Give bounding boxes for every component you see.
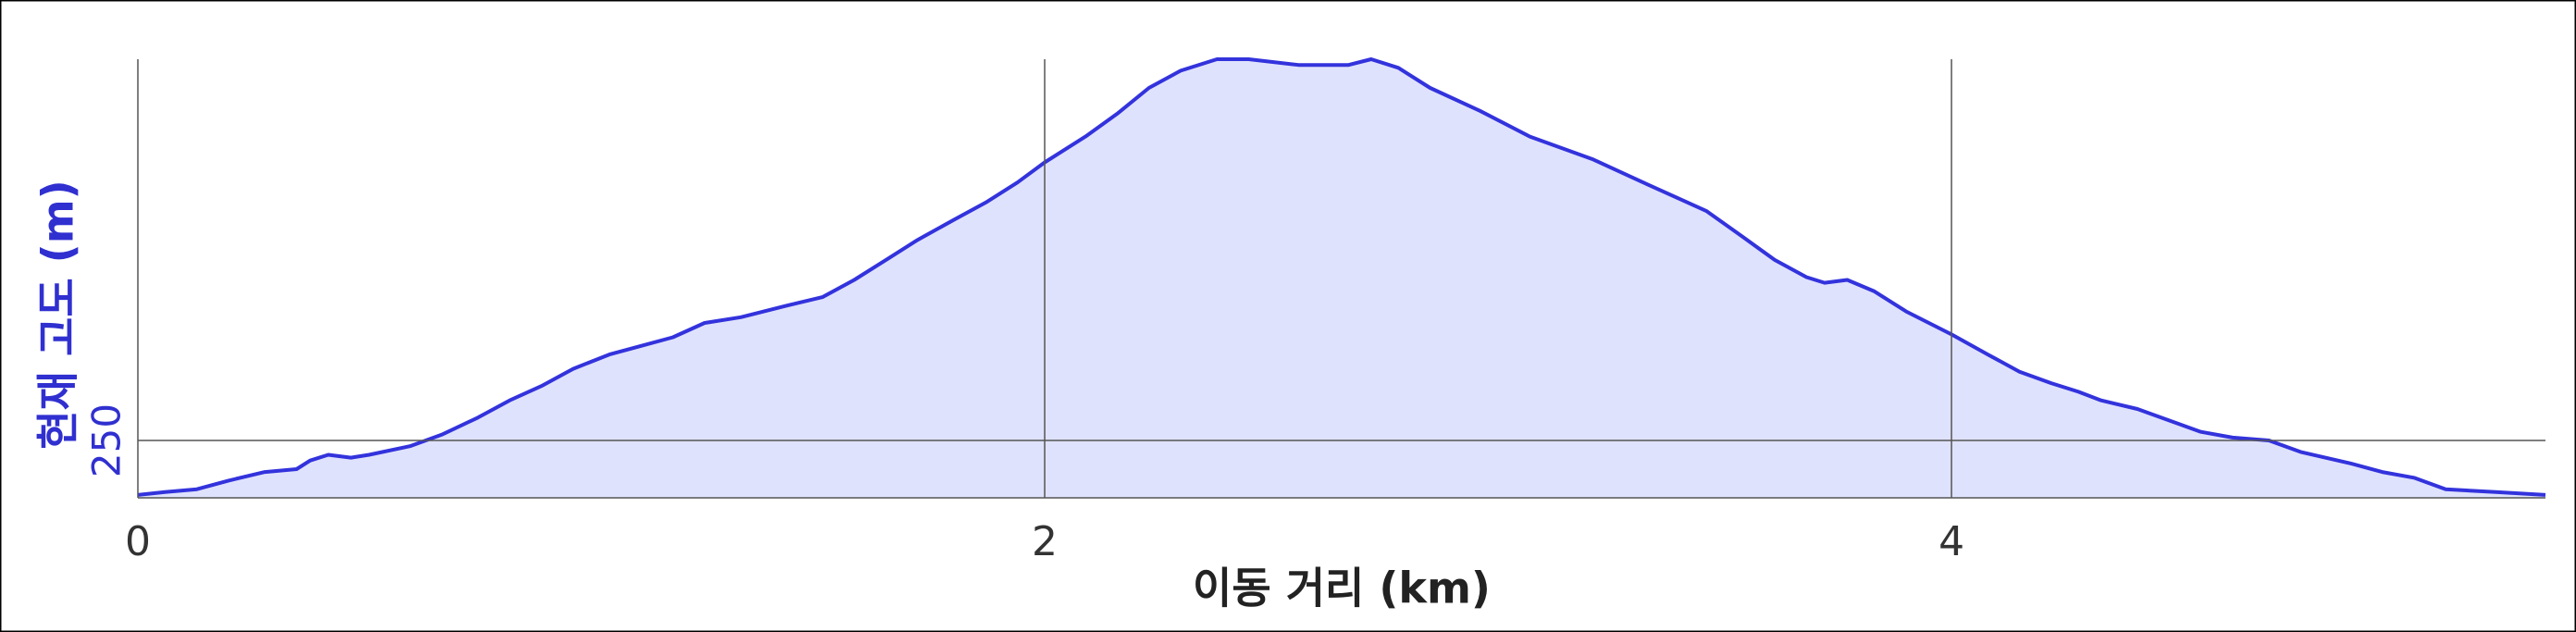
x-tick-label: 4 [1938,518,1964,565]
area-fill [138,59,2545,498]
y-tick-label: 250 [84,403,130,477]
x-tick-label: 2 [1032,518,1058,565]
x-axis-label: 이동 거리 (km) [1193,564,1491,613]
x-tick-label: 0 [125,518,151,565]
elevation-line [137,57,2546,497]
y-axis-label: 현재 고도 (m) [33,180,83,449]
